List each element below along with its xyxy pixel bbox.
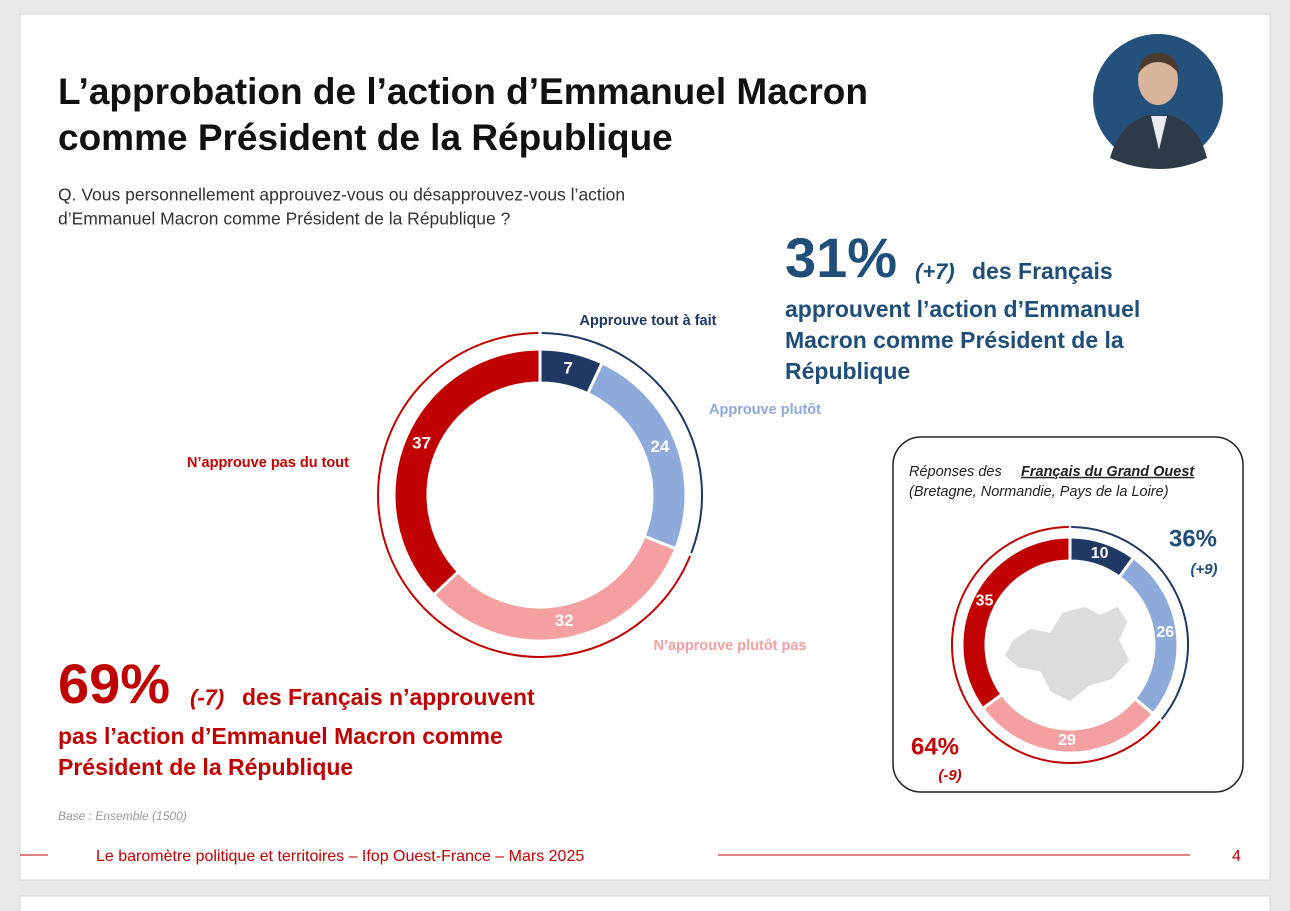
next-slide-card — [19, 895, 1271, 911]
portrait — [1093, 34, 1223, 169]
approve-figure: 31% — [785, 226, 897, 289]
donut-segment — [960, 535, 1072, 711]
disapprove-bracket — [377, 332, 691, 658]
segment-value: 7 — [563, 359, 572, 378]
donut-segment — [392, 347, 542, 598]
segment-value: 10 — [1091, 545, 1109, 562]
disapprove-bracket — [951, 526, 1161, 764]
disapprove-text: des Français n’approuvent — [242, 684, 535, 710]
approve-text: des Français — [972, 258, 1113, 284]
disapprove-figure: 69% — [58, 652, 170, 715]
segment-value: 26 — [1156, 624, 1174, 641]
question: d’Emmanuel Macron comme Président de la … — [58, 209, 511, 229]
donut: 7 Approuve tout à fait 24 Approuve plutôt 32… — [187, 313, 821, 658]
segment-value: 24 — [650, 437, 669, 456]
approve-text: Macron comme Président de la — [785, 327, 1124, 353]
donut: 10 26 29 35 — [951, 526, 1189, 764]
segment-value: 37 — [412, 433, 431, 452]
inset-disapprove-change: (-9) — [938, 767, 961, 784]
segment-value: 35 — [976, 593, 994, 610]
title: comme Président de la République — [58, 117, 673, 158]
question: Q. Vous personnellement approuvez-vous o… — [58, 185, 625, 205]
inset-title: Réponses des — [909, 464, 1002, 480]
approve-bracket — [1071, 526, 1189, 720]
approve-bracket — [541, 332, 703, 554]
portrait-face — [1138, 55, 1178, 105]
category-label: N’approuve pas du tout — [187, 455, 349, 471]
base-note: Base : Ensemble (1500) — [58, 809, 187, 823]
disapprove-text: Président de la République — [58, 754, 353, 780]
portrait-hair — [1138, 52, 1179, 74]
disapprove-text: pas l’action d’Emmanuel Macron comme — [58, 723, 503, 749]
inset-approve-change: (+9) — [1190, 561, 1217, 578]
segment-value: 32 — [555, 611, 574, 630]
portrait-shirt — [1151, 116, 1167, 150]
category-label: Approuve tout à fait — [580, 313, 717, 329]
inset-approve: 36% — [1169, 525, 1217, 552]
page-number: 4 — [1232, 848, 1241, 865]
inset-title-emphasis: Français du Grand Ouest — [1021, 464, 1195, 480]
footer: Le baromètre politique et territoires – … — [96, 848, 584, 865]
approve-text: République — [785, 358, 910, 384]
inset-subtitle: (Bretagne, Normandie, Pays de la Loire) — [909, 484, 1169, 500]
segment-value: 29 — [1058, 732, 1076, 749]
title: L’approbation de l’action d’Emmanuel Mac… — [58, 71, 868, 112]
category-label: Approuve plutôt — [709, 402, 821, 418]
inset-disapprove: 64% — [911, 733, 959, 760]
region-map — [1003, 605, 1131, 703]
category-label: N’approuve plutôt pas — [653, 638, 806, 654]
approve-change: (+7) — [915, 259, 955, 284]
approve-text: approuvent l’action d’Emmanuel — [785, 296, 1140, 322]
disapprove-change: (-7) — [190, 685, 224, 710]
